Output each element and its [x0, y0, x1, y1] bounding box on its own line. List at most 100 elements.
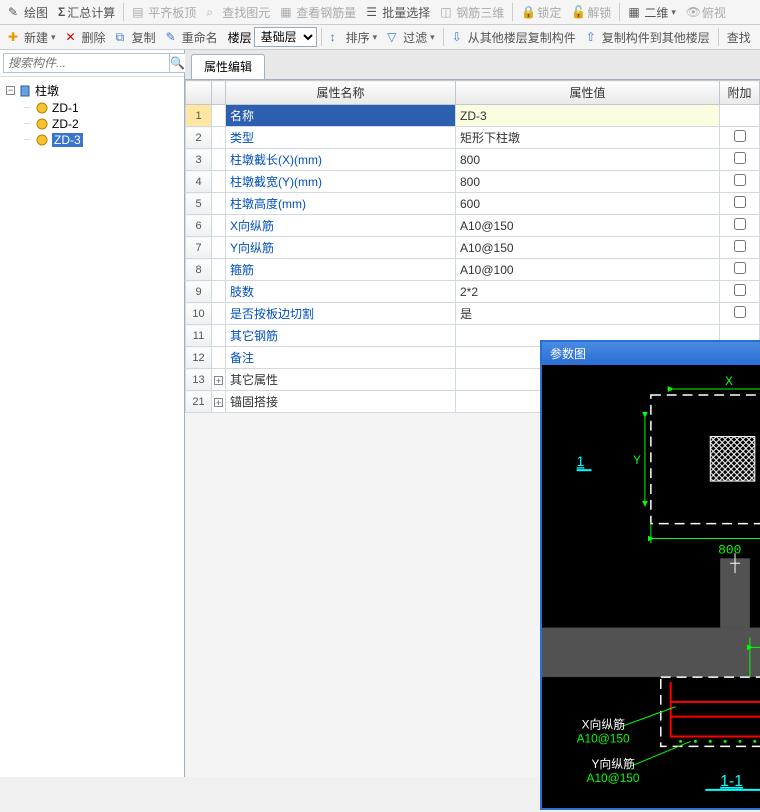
component-tree: − 柱墩 ┈ZD-1┈ZD-2┈ZD-3 — [0, 77, 184, 777]
property-row[interactable]: 1名称ZD-3 — [186, 105, 760, 127]
rebar-3d-btn[interactable]: ◫钢筋三维 — [436, 2, 508, 23]
sum-btn[interactable]: Σ汇总计算 — [54, 2, 119, 23]
overview-btn[interactable]: 👁俯视 — [682, 2, 730, 23]
svg-text:Y向纵筋: Y向纵筋 — [591, 757, 635, 771]
svg-text:1: 1 — [577, 453, 585, 469]
prop-value[interactable]: ZD-3 — [456, 105, 720, 127]
prop-value[interactable]: A10@150 — [456, 215, 720, 237]
svg-text:X向纵筋: X向纵筋 — [582, 718, 626, 732]
col-addl: 附加 — [720, 81, 760, 105]
component-icon — [35, 101, 49, 115]
rebar-icon: ▦ — [280, 5, 294, 19]
collapse-icon[interactable]: − — [6, 86, 15, 95]
rename-btn[interactable]: ✎重命名 — [162, 27, 222, 48]
delete-icon: ✕ — [66, 30, 80, 44]
tab-properties[interactable]: 属性编辑 — [191, 54, 265, 79]
tree-root[interactable]: − 柱墩 — [2, 81, 182, 100]
sidebar: 🔍 − 柱墩 ┈ZD-1┈ZD-2┈ZD-3 — [0, 50, 185, 777]
prop-value[interactable]: 矩形下柱墩 — [456, 127, 720, 149]
prop-value[interactable]: A10@150 — [456, 237, 720, 259]
addl-checkbox[interactable] — [734, 130, 746, 142]
delete-btn[interactable]: ✕删除 — [62, 27, 110, 48]
prop-value[interactable]: 2*2 — [456, 281, 720, 303]
eye-icon: 👁 — [686, 5, 700, 19]
property-row[interactable]: 3柱墩截长(X)(mm)800 — [186, 149, 760, 171]
new-icon: ✚ — [8, 30, 22, 44]
batch-icon: ☰ — [366, 5, 380, 19]
prop-name: 箍筋 — [226, 259, 456, 281]
sigma-icon: Σ — [58, 5, 65, 19]
search-icon: 🔍 — [170, 56, 185, 70]
prop-name: 柱墩高度(mm) — [226, 193, 456, 215]
property-row[interactable]: 10是否按板边切割是 — [186, 303, 760, 325]
col-value: 属性值 — [456, 81, 720, 105]
toolbar-2: ✚新建▾ ✕删除 ⧉复制 ✎重命名 楼层 基础层 ↕排序▾ ▽过滤▾ ⇩从其他楼… — [0, 25, 760, 50]
draw-btn[interactable]: ✎绘图 — [4, 2, 52, 23]
addl-checkbox[interactable] — [734, 218, 746, 230]
property-row[interactable]: 5柱墩高度(mm)600 — [186, 193, 760, 215]
batch-select-btn[interactable]: ☰批量选择 — [362, 2, 434, 23]
prop-name: X向纵筋 — [226, 215, 456, 237]
svg-text:X: X — [725, 374, 733, 389]
pier-icon — [18, 84, 32, 98]
property-row[interactable]: 7Y向纵筋A10@150 — [186, 237, 760, 259]
property-row[interactable]: 2类型矩形下柱墩 — [186, 127, 760, 149]
sort-btn[interactable]: ↕排序▾ — [326, 27, 382, 48]
addl-checkbox[interactable] — [734, 152, 746, 164]
pencil-icon: ✎ — [8, 5, 22, 19]
search-input[interactable] — [3, 53, 170, 73]
view-rebar-btn[interactable]: ▦查看钢筋量 — [276, 2, 360, 23]
prop-name: 其它属性 — [226, 369, 456, 391]
prop-value[interactable]: 800 — [456, 171, 720, 193]
prop-name: 名称 — [226, 105, 456, 127]
addl-checkbox[interactable] — [734, 174, 746, 186]
diagram-panel: 参数图 — [540, 340, 760, 810]
lock-btn[interactable]: 🔒锁定 — [517, 2, 565, 23]
unlock-btn[interactable]: 🔓解锁 — [567, 2, 615, 23]
prop-value[interactable]: A10@100 — [456, 259, 720, 281]
svg-text:A10@150: A10@150 — [577, 731, 630, 745]
col-rownum — [186, 81, 212, 105]
new-btn[interactable]: ✚新建▾ — [4, 27, 60, 48]
copy-from-btn[interactable]: ⇩从其他楼层复制构件 — [448, 27, 580, 48]
2d-btn[interactable]: ▦二维▾ — [624, 2, 680, 23]
addl-checkbox[interactable] — [734, 284, 746, 296]
prop-value[interactable]: 600 — [456, 193, 720, 215]
search-btn[interactable]: 🔍 — [170, 53, 186, 73]
tree-leaf[interactable]: ┈ZD-1 — [24, 100, 182, 116]
svg-text:1-1: 1-1 — [720, 773, 743, 790]
layer-select[interactable]: 基础层 — [254, 27, 317, 47]
property-row[interactable]: 6X向纵筋A10@150 — [186, 215, 760, 237]
property-row[interactable]: 4柱墩截宽(Y)(mm)800 — [186, 171, 760, 193]
addl-checkbox[interactable] — [734, 306, 746, 318]
svg-text:800: 800 — [718, 542, 741, 557]
copy-to-btn[interactable]: ⇧复制构件到其他楼层 — [582, 27, 714, 48]
find-btn[interactable]: 查找 — [723, 27, 755, 48]
addl-checkbox[interactable] — [734, 240, 746, 252]
property-row[interactable]: 8箍筋A10@100 — [186, 259, 760, 281]
addl-checkbox[interactable] — [734, 262, 746, 274]
property-row[interactable]: 9肢数2*2 — [186, 281, 760, 303]
prop-name: Y向纵筋 — [226, 237, 456, 259]
expand-icon[interactable]: + — [214, 376, 223, 385]
prop-name: 柱墩截宽(Y)(mm) — [226, 171, 456, 193]
search-elem-icon: ⌕ — [206, 5, 220, 19]
filter-btn[interactable]: ▽过滤▾ — [383, 27, 439, 48]
prop-name: 柱墩截长(X)(mm) — [226, 149, 456, 171]
align-top-btn[interactable]: ▤平齐板顶 — [128, 2, 200, 23]
find-elem-btn[interactable]: ⌕查找图元 — [202, 2, 274, 23]
sort-icon: ↕ — [330, 30, 344, 44]
prop-value[interactable]: 是 — [456, 303, 720, 325]
expand-icon[interactable]: + — [214, 398, 223, 407]
content-area: 属性编辑 属性名称 属性值 附加 1名称ZD-32类型矩形下柱墩3柱墩截长(X)… — [185, 50, 760, 777]
filter-icon: ▽ — [387, 30, 401, 44]
tab-strip: 属性编辑 — [185, 50, 760, 80]
component-icon — [35, 117, 49, 131]
addl-checkbox[interactable] — [734, 196, 746, 208]
tree-leaf[interactable]: ┈ZD-3 — [24, 132, 182, 148]
diagram-svg: X Y 800 800 — [542, 365, 760, 809]
copy-to-icon: ⇧ — [586, 30, 600, 44]
prop-value[interactable]: 800 — [456, 149, 720, 171]
tree-leaf[interactable]: ┈ZD-2 — [24, 116, 182, 132]
copy-btn[interactable]: ⧉复制 — [112, 27, 160, 48]
